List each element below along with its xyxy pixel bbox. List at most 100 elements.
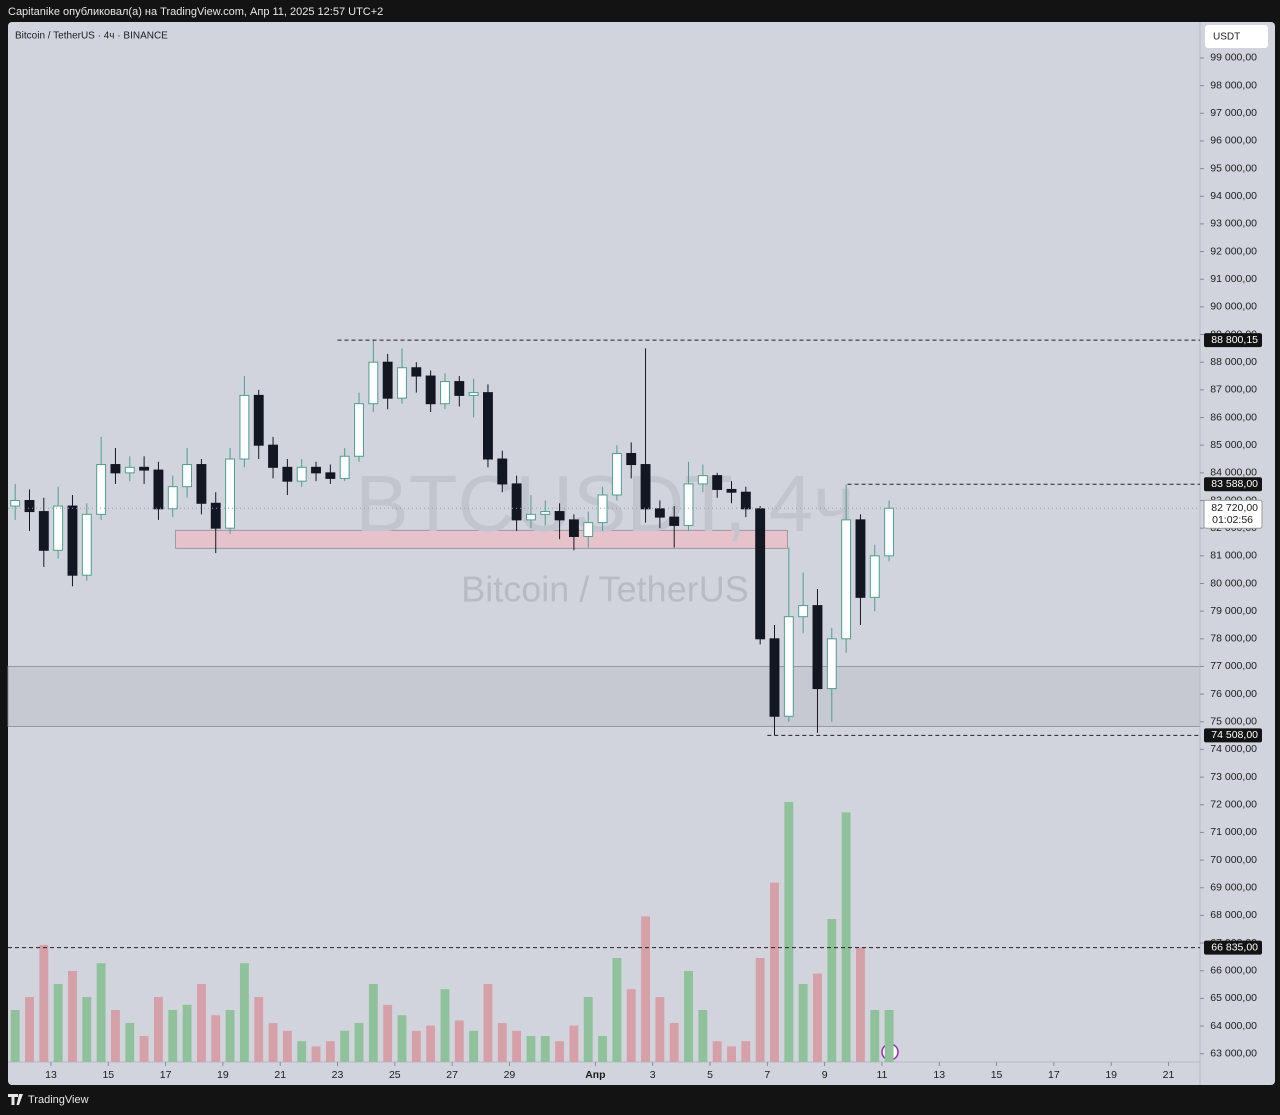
candle-body xyxy=(669,516,680,526)
volume-bar xyxy=(497,1023,507,1062)
y-tick-label: 78 000,00 xyxy=(1210,633,1257,645)
candle-body xyxy=(425,375,436,405)
tv-logo xyxy=(8,1094,23,1105)
y-tick-label: 94 000,00 xyxy=(1210,190,1257,202)
candle-body xyxy=(225,458,236,529)
volume-bar xyxy=(368,984,378,1062)
last-price-label: 82 720,00 xyxy=(1211,502,1258,514)
volume-bar xyxy=(569,1025,579,1062)
x-tick-label: 13 xyxy=(933,1069,945,1081)
chart-panel xyxy=(8,22,1275,1085)
volume-bar xyxy=(540,1036,550,1062)
candle-body xyxy=(798,605,809,618)
volume-bar xyxy=(282,1030,292,1062)
candle-body xyxy=(511,483,522,521)
x-tick-label: 21 xyxy=(274,1069,286,1081)
level-label: 83 588,00 xyxy=(1211,478,1258,490)
candle-body xyxy=(568,519,579,537)
volume-bar xyxy=(325,1041,335,1062)
candle-body xyxy=(640,464,651,510)
y-tick-label: 96 000,00 xyxy=(1210,135,1257,147)
level-label-box xyxy=(1204,333,1262,348)
volume-bar xyxy=(397,1015,407,1062)
currency-box[interactable] xyxy=(1205,25,1268,48)
y-tick-label: 76 000,00 xyxy=(1210,688,1257,700)
volume-bar xyxy=(440,989,450,1062)
candle-body xyxy=(454,381,465,396)
volume-bar xyxy=(784,802,794,1062)
y-tick-label: 72 000,00 xyxy=(1210,799,1257,811)
volume-bar xyxy=(68,971,77,1062)
volume-bar xyxy=(168,1010,178,1062)
candle-body xyxy=(497,458,508,485)
volume-bar xyxy=(411,1030,421,1062)
candle-body xyxy=(583,522,594,537)
x-tick-label: 29 xyxy=(504,1069,516,1081)
candle-body xyxy=(783,616,794,717)
volume-bar xyxy=(211,1015,221,1062)
volume-bar xyxy=(827,919,837,1062)
y-tick-label: 79 000,00 xyxy=(1210,605,1257,617)
volume-bar xyxy=(884,1010,894,1062)
last-price-box xyxy=(1203,499,1263,529)
candle-body xyxy=(24,500,35,513)
x-tick-label: Апр xyxy=(585,1069,605,1081)
x-tick-label: 5 xyxy=(707,1069,713,1081)
candle-body xyxy=(626,452,637,466)
candle-body xyxy=(382,361,393,399)
candle-body xyxy=(726,488,737,493)
volume-bar xyxy=(111,1010,120,1062)
candle-body xyxy=(812,605,823,690)
candle-body xyxy=(869,555,880,598)
y-tick-label: 66 000,00 xyxy=(1210,965,1257,977)
volume-bar xyxy=(626,989,636,1062)
y-tick-label: 70 000,00 xyxy=(1210,854,1257,866)
candle-body xyxy=(440,381,450,405)
candle-body xyxy=(139,466,150,471)
y-tick-label: 88 000,00 xyxy=(1210,356,1257,368)
volume-bar xyxy=(741,1041,751,1062)
x-tick-label: 15 xyxy=(991,1069,1003,1081)
volume-bar xyxy=(655,997,665,1062)
volume-bar xyxy=(254,997,264,1062)
footer-brand: TradingView xyxy=(28,1094,89,1106)
candle-body xyxy=(755,508,766,640)
volume-bar xyxy=(125,1023,135,1062)
volume-bar xyxy=(268,1023,278,1062)
candle-body xyxy=(368,361,379,405)
volume-bar xyxy=(684,971,693,1062)
y-tick-label: 68 000,00 xyxy=(1210,909,1257,921)
y-tick-label: 90 000,00 xyxy=(1210,301,1257,313)
publish-header: Capitanike опубликовал(а) на TradingView… xyxy=(8,6,383,18)
volume-bar xyxy=(139,1036,149,1062)
level-label: 74 508,00 xyxy=(1211,729,1258,741)
candle-body xyxy=(325,472,336,479)
volume-bar xyxy=(641,916,650,1062)
x-tick-label: 13 xyxy=(45,1069,57,1081)
currency-label[interactable]: USDT xyxy=(1213,32,1240,43)
candle-body xyxy=(182,464,193,488)
x-tick-label: 11 xyxy=(876,1069,887,1081)
y-tick-label: 97 000,00 xyxy=(1210,107,1257,119)
candle-body xyxy=(253,394,264,446)
volume-bar xyxy=(698,1010,708,1062)
zone xyxy=(7,665,1201,727)
candle-body xyxy=(354,403,364,457)
candle-body xyxy=(411,367,422,377)
x-tick-label: 19 xyxy=(217,1069,229,1081)
volume-bar xyxy=(196,984,206,1062)
x-tick-label: 17 xyxy=(160,1069,172,1081)
y-tick-label: 63 000,00 xyxy=(1210,1047,1257,1059)
y-tick-label: 87 000,00 xyxy=(1210,384,1257,396)
volume-bar xyxy=(712,1041,722,1062)
volume-bar xyxy=(469,1030,479,1062)
candle-body xyxy=(697,475,708,485)
candle-body xyxy=(10,500,21,507)
volume-bar xyxy=(39,945,49,1062)
candle-body xyxy=(397,367,407,399)
y-tick-label: 86 000,00 xyxy=(1210,411,1257,423)
y-tick-label: 74 000,00 xyxy=(1210,743,1257,755)
y-tick-label: 85 000,00 xyxy=(1210,439,1257,451)
